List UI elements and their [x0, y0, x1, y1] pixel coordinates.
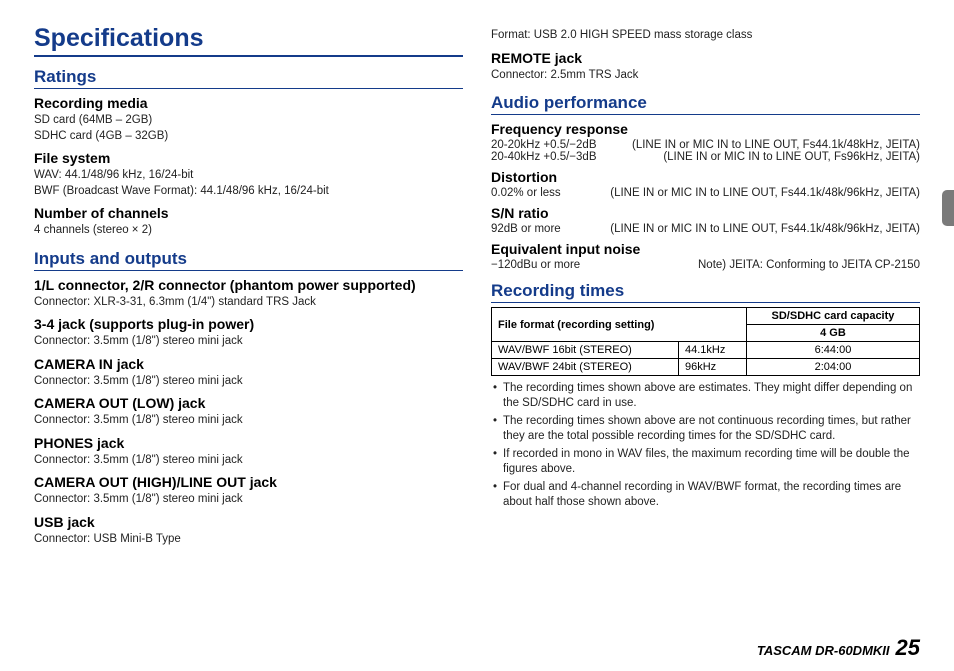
spec-line: Connector: 3.5mm (1/8") stereo mini jack	[34, 334, 463, 350]
table-header-format: File format (recording setting)	[492, 308, 747, 342]
table-cell-time: 6:44:00	[746, 342, 919, 359]
spec-heading: S/N ratio	[491, 205, 920, 221]
table-cell-time: 2:04:00	[746, 359, 919, 376]
table-header-capacity: SD/SDHC card capacity	[746, 308, 919, 325]
spec-value: 20-40kHz +0.5/−3dB	[491, 151, 597, 163]
spec-line: Connector: XLR-3-31, 6.3mm (1/4") standa…	[34, 295, 463, 311]
spec-heading: Equivalent input noise	[491, 241, 920, 257]
spec-row: 0.02% or less (LINE IN or MIC IN to LINE…	[491, 187, 920, 199]
section-title-specifications: Specifications	[34, 24, 463, 57]
recording-times-table: File format (recording setting) SD/SDHC …	[491, 307, 920, 376]
right-column: Format: USB 2.0 HIGH SPEED mass storage …	[491, 24, 920, 547]
spec-value: 92dB or more	[491, 223, 561, 235]
spec-line: SDHC card (4GB – 32GB)	[34, 129, 463, 145]
table-cell-format: WAV/BWF 16bit (STEREO)	[492, 342, 679, 359]
spec-condition: (LINE IN or MIC IN to LINE OUT, Fs44.1k/…	[632, 139, 920, 151]
heading-inputs-outputs: Inputs and outputs	[34, 249, 463, 271]
table-cell-rate: 96kHz	[679, 359, 747, 376]
spec-heading: PHONES jack	[34, 435, 463, 451]
note-item: If recorded in mono in WAV files, the ma…	[491, 447, 920, 477]
spec-line: Connector: 2.5mm TRS Jack	[491, 68, 920, 84]
spec-value: −120dBu or more	[491, 259, 580, 271]
spec-line: Connector: 3.5mm (1/8") stereo mini jack	[34, 413, 463, 429]
spec-heading: Recording media	[34, 95, 463, 111]
spec-heading: REMOTE jack	[491, 50, 920, 66]
spec-condition: (LINE IN or MIC IN to LINE OUT, Fs44.1k/…	[610, 187, 920, 199]
spec-line: Connector: 3.5mm (1/8") stereo mini jack	[34, 374, 463, 390]
page-footer: TASCAM DR-60DMKII 25	[757, 635, 920, 661]
page-content: Specifications Ratings Recording media S…	[0, 0, 954, 547]
spec-line: Connector: USB Mini-B Type	[34, 532, 463, 548]
spec-heading: Frequency response	[491, 121, 920, 137]
spec-line: SD card (64MB – 2GB)	[34, 113, 463, 129]
spec-row: 20-40kHz +0.5/−3dB (LINE IN or MIC IN to…	[491, 151, 920, 163]
spec-row: 20-20kHz +0.5/−2dB (LINE IN or MIC IN to…	[491, 139, 920, 151]
spec-heading: CAMERA OUT (LOW) jack	[34, 395, 463, 411]
table-cell-rate: 44.1kHz	[679, 342, 747, 359]
heading-ratings: Ratings	[34, 67, 463, 89]
left-column: Specifications Ratings Recording media S…	[34, 24, 463, 547]
spec-heading: Number of channels	[34, 205, 463, 221]
heading-recording-times: Recording times	[491, 281, 920, 303]
spec-line: Connector: 3.5mm (1/8") stereo mini jack	[34, 492, 463, 508]
spec-line: Connector: 3.5mm (1/8") stereo mini jack	[34, 453, 463, 469]
spec-condition: Note) JEITA: Conforming to JEITA CP-2150	[698, 259, 920, 271]
spec-heading: CAMERA IN jack	[34, 356, 463, 372]
table-header-4gb: 4 GB	[746, 325, 919, 342]
table-row: WAV/BWF 24bit (STEREO) 96kHz 2:04:00	[492, 359, 920, 376]
note-item: For dual and 4-channel recording in WAV/…	[491, 480, 920, 510]
spec-line: 4 channels (stereo × 2)	[34, 223, 463, 239]
table-row: WAV/BWF 16bit (STEREO) 44.1kHz 6:44:00	[492, 342, 920, 359]
spec-row: −120dBu or more Note) JEITA: Conforming …	[491, 259, 920, 271]
spec-line: WAV: 44.1/48/96 kHz, 16/24-bit	[34, 168, 463, 184]
note-item: The recording times shown above are not …	[491, 414, 920, 444]
spec-line: Format: USB 2.0 HIGH SPEED mass storage …	[491, 28, 920, 44]
spec-value: 20-20kHz +0.5/−2dB	[491, 139, 597, 151]
recording-notes: The recording times shown above are esti…	[491, 381, 920, 510]
spec-condition: (LINE IN or MIC IN to LINE OUT, Fs96kHz,…	[663, 151, 920, 163]
spec-heading: 1/L connector, 2/R connector (phantom po…	[34, 277, 463, 293]
spec-heading: CAMERA OUT (HIGH)/LINE OUT jack	[34, 474, 463, 490]
table-cell-format: WAV/BWF 24bit (STEREO)	[492, 359, 679, 376]
spec-heading: Distortion	[491, 169, 920, 185]
spec-value: 0.02% or less	[491, 187, 561, 199]
spec-heading: USB jack	[34, 514, 463, 530]
heading-audio-performance: Audio performance	[491, 93, 920, 115]
spec-condition: (LINE IN or MIC IN to LINE OUT, Fs44.1k/…	[610, 223, 920, 235]
spec-heading: File system	[34, 150, 463, 166]
page-number: 25	[896, 635, 920, 661]
spec-row: 92dB or more (LINE IN or MIC IN to LINE …	[491, 223, 920, 235]
footer-model: TASCAM DR-60DMKII	[757, 643, 890, 658]
side-tab	[942, 190, 954, 226]
spec-heading: 3-4 jack (supports plug-in power)	[34, 316, 463, 332]
spec-line: BWF (Broadcast Wave Format): 44.1/48/96 …	[34, 184, 463, 200]
note-item: The recording times shown above are esti…	[491, 381, 920, 411]
